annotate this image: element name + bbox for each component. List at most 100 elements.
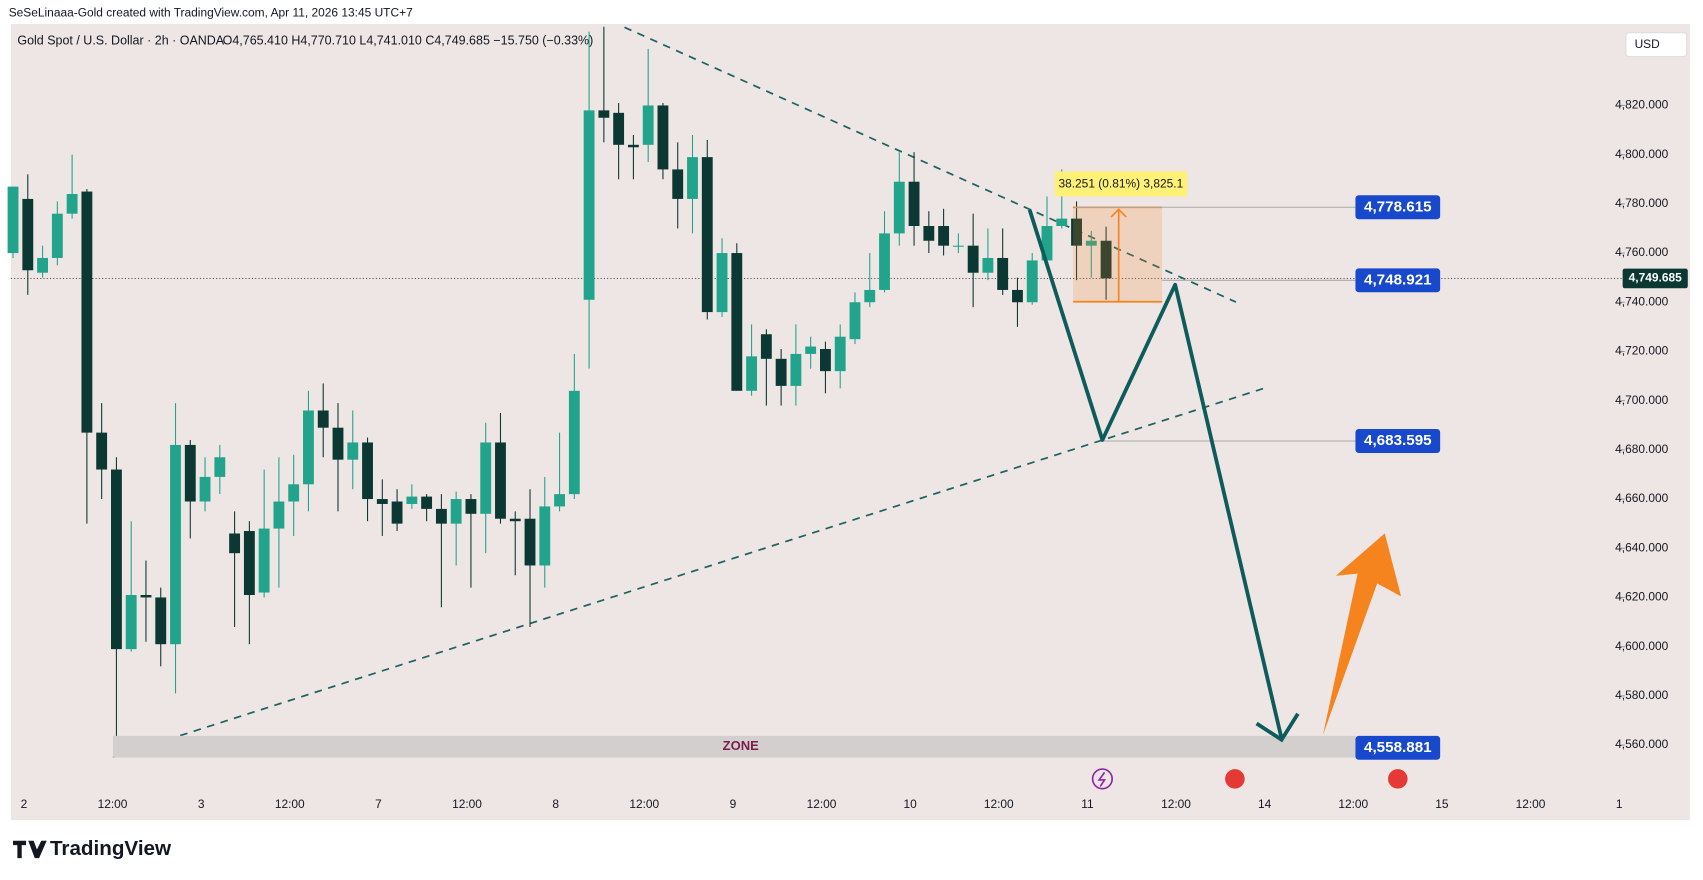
measure-area [1073, 207, 1163, 302]
y-tick-label: 4,820.000 [1615, 98, 1668, 112]
attribution: SeSeLinaaa-Gold created with TradingView… [9, 5, 413, 19]
y-tick-label: 4,700.000 [1615, 393, 1668, 407]
measure-label-box [1054, 171, 1188, 197]
candle-body [967, 245, 979, 273]
candle-body [908, 181, 920, 226]
annotation-box [1355, 195, 1441, 220]
candle-body [539, 506, 551, 566]
chart-pane [10, 24, 1690, 821]
us-event-icon [1388, 769, 1408, 789]
candle-body [716, 253, 728, 313]
candle-body [258, 528, 270, 593]
candle-body [1085, 240, 1097, 246]
ohlc-header: O4,765.410 H4,770.710 L4,741.010 C4,749.… [223, 34, 594, 48]
y-tick-label: 4,800.000 [1615, 147, 1668, 161]
y-tick-label: 4,740.000 [1615, 294, 1668, 308]
candle-body [317, 410, 329, 428]
candle-body [421, 496, 433, 509]
candle-body [406, 496, 418, 504]
candle-body [524, 518, 536, 566]
candle-body [1071, 218, 1082, 246]
candle-body [1012, 289, 1023, 303]
y-tick-label: 4,640.000 [1615, 540, 1668, 554]
candle-body [701, 157, 713, 313]
candle-body [184, 444, 196, 502]
x-tick-label: 9 [730, 797, 737, 811]
y-tick-label: 4,720.000 [1615, 344, 1668, 358]
event-icon-bolt [1097, 771, 1107, 787]
orange-arrow [1322, 533, 1402, 736]
candle-body [938, 225, 950, 246]
x-tick-label: 12:00 [452, 797, 482, 811]
candle-body [81, 191, 93, 433]
candle-body [849, 302, 861, 340]
x-tick-label: 1 [1616, 797, 1623, 811]
candle-body [1056, 218, 1068, 226]
y-tick-label: 4,600.000 [1615, 639, 1668, 653]
symbol: Gold Spot / U.S. Dollar · 2h · OANDA [17, 34, 224, 48]
candle-body [66, 194, 78, 214]
y-tick-label: 4,780.000 [1615, 196, 1668, 210]
currency: USD [1635, 37, 1661, 51]
candle-body [362, 442, 373, 500]
candle-body [332, 427, 344, 460]
candle-body [583, 110, 595, 300]
candle-body [22, 198, 34, 271]
last-price-label: 4,749.685 [1629, 271, 1682, 285]
currency-box [1625, 32, 1688, 58]
x-tick-label: 12:00 [1338, 797, 1368, 811]
x-tick-label: 12:00 [807, 797, 837, 811]
annotation-label: 4,748.921 [1364, 271, 1432, 288]
x-tick-label: 11 [1081, 797, 1094, 811]
us-event-icon [1225, 769, 1245, 789]
y-tick-label: 4,560.000 [1615, 737, 1668, 751]
x-tick-label: 12:00 [984, 797, 1014, 811]
candle-body [110, 469, 122, 650]
candle-body [613, 112, 625, 145]
candle-body [982, 257, 994, 273]
brand: TradingView [50, 837, 172, 860]
candle-body [214, 457, 226, 477]
candle-body [170, 444, 181, 645]
candle-body [997, 257, 1009, 290]
candle-body [864, 289, 876, 303]
event-icon [1091, 768, 1113, 790]
x-tick-label: 12:00 [1161, 797, 1191, 811]
y-tick-label: 4,620.000 [1615, 590, 1668, 604]
last-price-box [1622, 268, 1688, 289]
candle-body [879, 233, 890, 290]
candle-body [805, 346, 817, 354]
annotations: 38.251 (0.81%) 3,825.1 ZONE 4,778.615 4,748… [112, 171, 1441, 760]
candle-body [199, 476, 211, 502]
candle-body [790, 353, 802, 386]
candle-body [125, 594, 137, 650]
candle-body [376, 499, 388, 504]
annotation-box [1355, 735, 1441, 760]
candle-body [288, 484, 300, 502]
candle-body [746, 356, 758, 391]
annotation-box [1355, 429, 1441, 453]
y-tick-label: 4,680.000 [1615, 442, 1668, 456]
x-tick-label: 2 [21, 797, 28, 811]
x-tick-label: 15 [1435, 797, 1449, 811]
candle-body [465, 499, 477, 514]
x-tick-label: 10 [904, 797, 918, 811]
projection-arrowhead [1255, 712, 1300, 743]
candle-body [96, 432, 108, 470]
x-tick-label: 12:00 [629, 797, 659, 811]
projection-path [1027, 209, 1284, 740]
candle-body [1041, 225, 1053, 261]
annotation-label: 4,558.881 [1364, 739, 1432, 756]
candle-body [657, 105, 669, 170]
y-tick-label: 4,580.000 [1615, 688, 1668, 702]
zone-label: ZONE [723, 738, 759, 753]
y-tick-label: 4,660.000 [1615, 491, 1668, 505]
candle-body [37, 257, 49, 273]
zone [112, 735, 1356, 758]
measure-label: 38.251 (0.81%) 3,825.1 [1058, 177, 1183, 191]
x-tick-label: 12:00 [275, 797, 305, 811]
candle-body [303, 410, 314, 485]
candle-body [834, 336, 846, 372]
